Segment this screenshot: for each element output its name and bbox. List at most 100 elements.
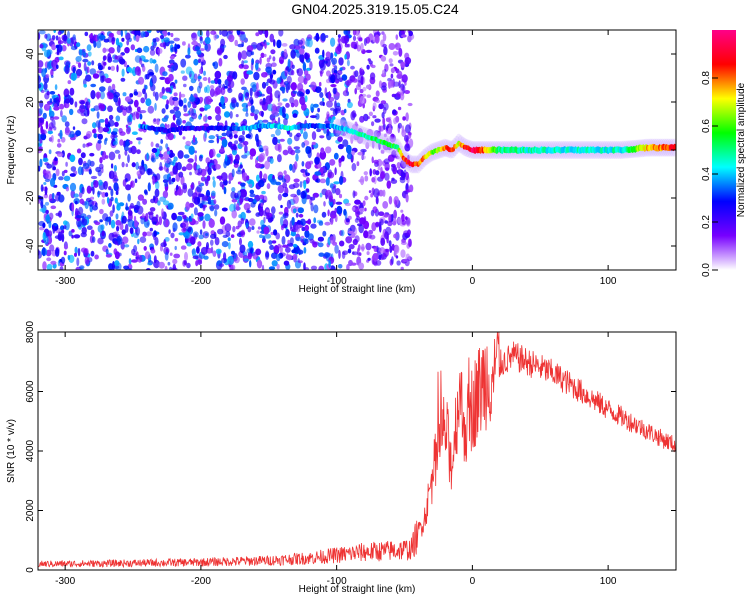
noise-speckle bbox=[196, 246, 200, 254]
noise-speckle bbox=[113, 182, 119, 192]
noise-speckle bbox=[95, 141, 102, 151]
noise-speckle bbox=[161, 117, 168, 122]
noise-speckle bbox=[55, 44, 60, 49]
noise-speckle bbox=[73, 193, 79, 198]
noise-speckle bbox=[314, 157, 320, 165]
noise-speckle bbox=[177, 211, 185, 216]
noise-speckle bbox=[95, 91, 102, 99]
noise-speckle bbox=[112, 59, 119, 63]
noise-speckle bbox=[282, 182, 288, 189]
noise-speckle bbox=[102, 213, 109, 222]
noise-speckle bbox=[337, 37, 341, 44]
noise-speckle bbox=[231, 198, 238, 203]
noise-speckle bbox=[374, 118, 381, 123]
noise-speckle bbox=[344, 202, 351, 207]
noise-speckle bbox=[250, 62, 254, 71]
noise-speckle bbox=[297, 260, 303, 264]
noise-speckle bbox=[167, 202, 174, 210]
noise-speckle bbox=[404, 143, 411, 152]
noise-speckle bbox=[370, 209, 375, 217]
noise-speckle bbox=[38, 60, 44, 68]
noise-speckle bbox=[160, 139, 164, 144]
noise-speckle bbox=[108, 232, 115, 241]
noise-speckle bbox=[255, 248, 262, 256]
noise-speckle bbox=[42, 112, 47, 120]
noise-speckle bbox=[393, 233, 398, 239]
noise-speckle bbox=[214, 70, 222, 79]
noise-speckle bbox=[125, 184, 132, 191]
noise-speckle bbox=[350, 41, 355, 49]
noise-speckle bbox=[199, 48, 205, 52]
noise-speckle bbox=[121, 37, 125, 42]
noise-speckle bbox=[337, 143, 344, 150]
noise-speckle bbox=[209, 205, 215, 212]
noise-speckle bbox=[297, 82, 304, 92]
noise-speckle bbox=[178, 232, 185, 236]
noise-speckle bbox=[271, 109, 279, 117]
noise-speckle bbox=[182, 75, 188, 81]
noise-speckle bbox=[348, 244, 355, 250]
noise-speckle bbox=[266, 57, 271, 63]
noise-speckle bbox=[276, 263, 280, 270]
noise-speckle bbox=[96, 111, 100, 119]
noise-speckle bbox=[402, 84, 406, 94]
noise-speckle bbox=[360, 42, 364, 52]
noise-speckle bbox=[219, 216, 226, 225]
noise-speckle bbox=[375, 170, 380, 176]
noise-speckle bbox=[240, 217, 245, 225]
noise-speckle bbox=[256, 230, 260, 234]
noise-speckle bbox=[280, 216, 284, 226]
noise-speckle bbox=[281, 43, 288, 47]
noise-speckle bbox=[56, 152, 64, 157]
noise-speckle bbox=[220, 38, 226, 47]
noise-speckle bbox=[124, 47, 130, 54]
noise-speckle bbox=[347, 230, 354, 234]
noise-speckle bbox=[242, 64, 249, 70]
noise-speckle bbox=[121, 229, 127, 236]
noise-speckle bbox=[144, 92, 148, 100]
noise-speckle bbox=[129, 93, 134, 98]
noise-speckle bbox=[55, 212, 61, 217]
noise-speckle bbox=[147, 182, 151, 192]
noise-speckle bbox=[332, 116, 336, 120]
noise-speckle bbox=[183, 113, 190, 117]
noise-speckle bbox=[357, 244, 361, 251]
noise-speckle bbox=[383, 213, 389, 218]
noise-speckle bbox=[59, 103, 65, 110]
noise-speckle bbox=[58, 176, 64, 181]
noise-speckle bbox=[278, 30, 284, 37]
noise-speckle bbox=[187, 227, 192, 233]
noise-speckle bbox=[273, 39, 276, 47]
noise-speckle bbox=[114, 149, 121, 154]
noise-speckle bbox=[106, 196, 110, 204]
noise-speckle bbox=[185, 140, 191, 146]
noise-speckle bbox=[263, 226, 270, 235]
noise-speckle bbox=[332, 87, 337, 95]
noise-speckle bbox=[354, 88, 358, 95]
noise-speckle bbox=[274, 90, 281, 99]
noise-speckle bbox=[101, 198, 106, 205]
noise-speckle bbox=[305, 161, 312, 170]
noise-speckle bbox=[43, 82, 48, 91]
noise-speckle bbox=[272, 80, 278, 89]
noise-speckle bbox=[366, 94, 372, 98]
noise-speckle bbox=[170, 32, 174, 38]
noise-speckle bbox=[135, 226, 141, 236]
noise-speckle bbox=[271, 240, 277, 244]
noise-speckle bbox=[255, 32, 260, 37]
noise-speckle bbox=[63, 102, 70, 109]
noise-speckle bbox=[247, 101, 252, 107]
snr-x-axis: -300 -200 -100 0 100 bbox=[55, 332, 617, 587]
noise-speckle bbox=[105, 155, 109, 159]
noise-speckle bbox=[129, 227, 134, 235]
noise-speckle bbox=[93, 180, 99, 188]
noise-speckle bbox=[231, 250, 235, 255]
noise-speckle bbox=[277, 171, 284, 179]
noise-speckle bbox=[365, 84, 371, 90]
noise-speckle bbox=[72, 66, 76, 74]
noise-speckle bbox=[268, 266, 276, 270]
noise-speckle bbox=[318, 81, 322, 87]
noise-speckle bbox=[66, 38, 71, 44]
noise-speckle bbox=[176, 188, 184, 196]
noise-speckle bbox=[75, 68, 83, 77]
